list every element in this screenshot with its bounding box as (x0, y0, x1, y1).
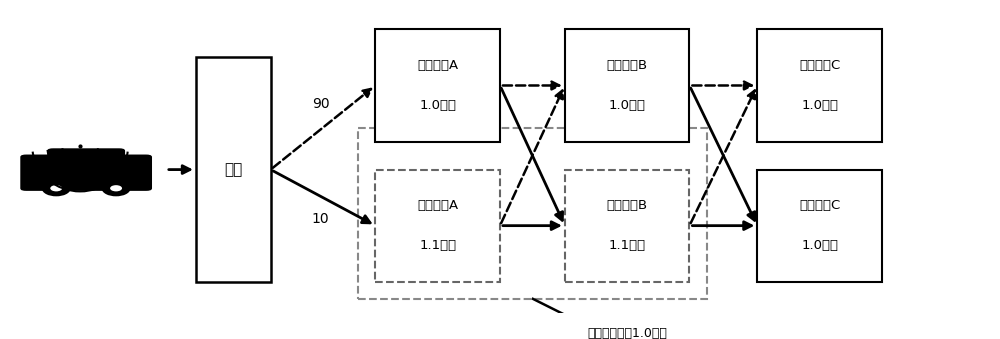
Ellipse shape (103, 181, 130, 195)
Text: 1.1版本: 1.1版本 (609, 239, 646, 253)
Bar (358, 127, 707, 299)
Text: 替换掉原有的1.0版本: 替换掉原有的1.0版本 (588, 327, 668, 339)
FancyBboxPatch shape (48, 149, 124, 170)
Text: 1.0版本: 1.0版本 (801, 239, 838, 253)
Bar (757, 29, 882, 142)
Bar (375, 29, 500, 142)
Bar (757, 170, 882, 282)
Ellipse shape (110, 185, 122, 192)
Ellipse shape (50, 185, 62, 192)
Text: 网关: 网关 (224, 162, 242, 177)
Bar (196, 57, 271, 282)
Text: 90: 90 (312, 97, 329, 111)
Text: 1.0版本: 1.0版本 (801, 99, 838, 112)
Text: 服务节点A: 服务节点A (417, 59, 458, 72)
Bar (565, 29, 689, 142)
Text: 服务节点C: 服务节点C (799, 59, 840, 72)
Bar (565, 170, 689, 282)
Bar (375, 170, 500, 282)
Text: 服务节点B: 服务节点B (607, 59, 648, 72)
Ellipse shape (43, 181, 70, 195)
FancyBboxPatch shape (21, 156, 151, 190)
Text: 1.0版本: 1.0版本 (609, 99, 646, 112)
Text: 10: 10 (312, 213, 329, 226)
Text: 服务节点C: 服务节点C (799, 199, 840, 212)
Text: 服务节点B: 服务节点B (607, 199, 648, 212)
Text: 服务节点A: 服务节点A (417, 199, 458, 212)
Text: 1.1版本: 1.1版本 (419, 239, 456, 253)
Text: 1.0版本: 1.0版本 (419, 99, 456, 112)
